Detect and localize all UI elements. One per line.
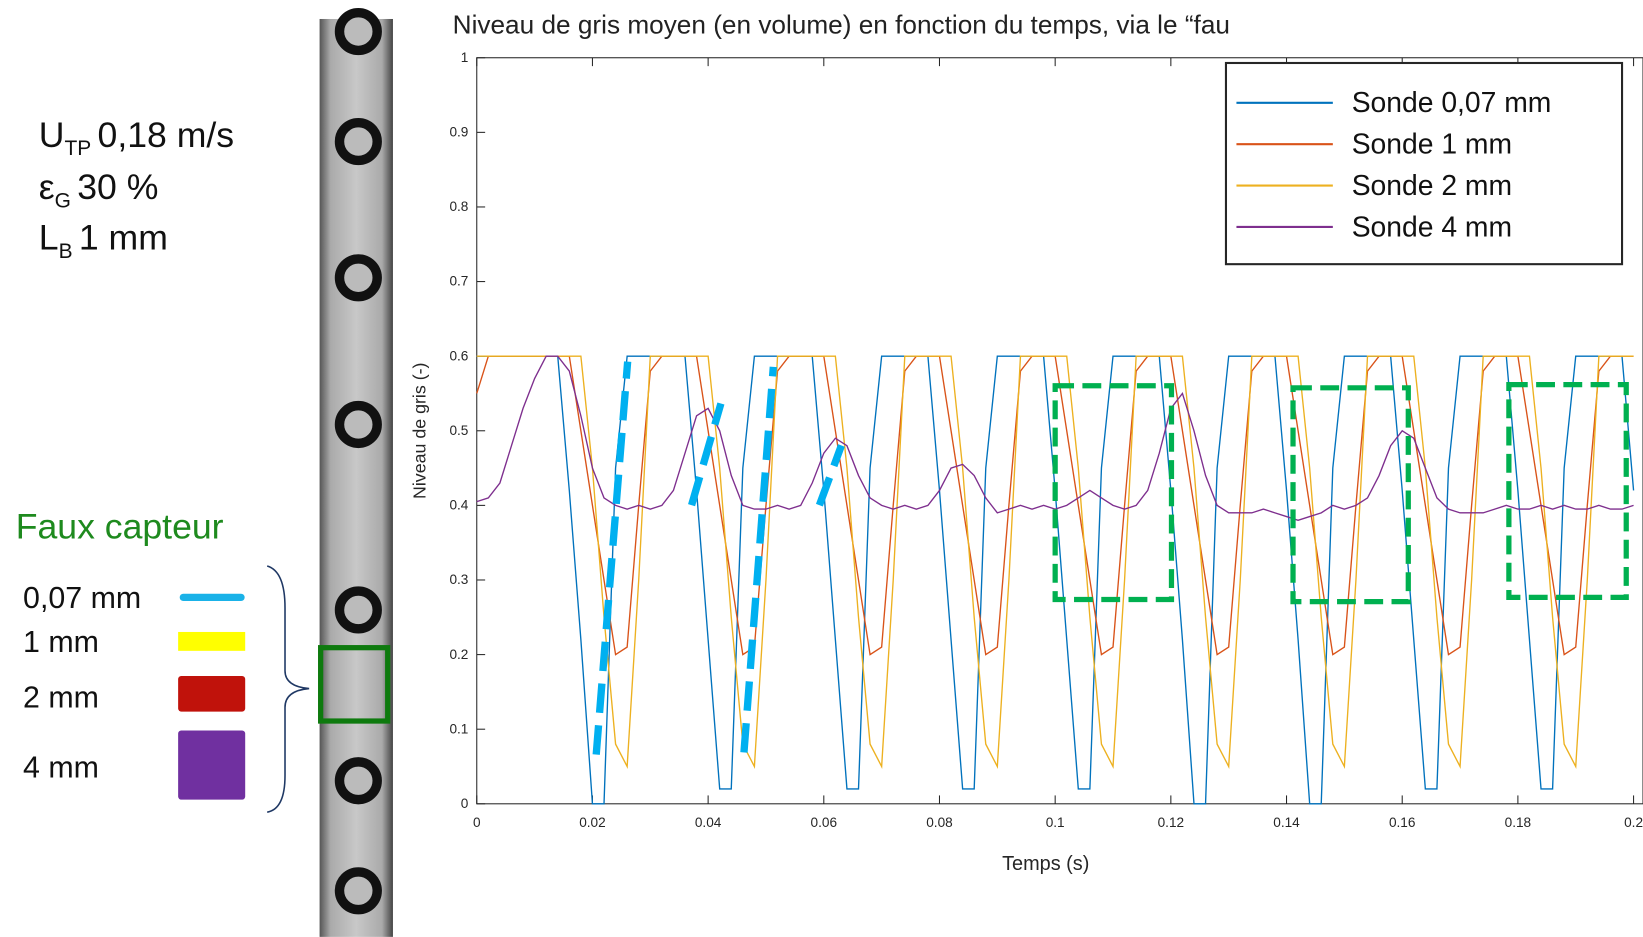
y-tick-label: 0.1	[449, 721, 468, 736]
sensor-item: 0,07 mm	[23, 581, 141, 615]
legend-box	[1224, 61, 1624, 266]
sensor-title: Faux capteur	[16, 507, 224, 547]
x-tick-label: 0.02	[579, 815, 606, 830]
chart-title: Niveau de gris moyen (en volume) en fonc…	[453, 10, 1230, 40]
y-tick-label: 0.9	[449, 125, 468, 140]
sensor-swatch	[178, 675, 246, 712]
y-tick-label: 0.5	[449, 423, 468, 438]
series-line	[476, 355, 1634, 522]
x-axis-label: Temps (s)	[1002, 853, 1089, 875]
sensor-swatch	[178, 730, 246, 800]
brace	[266, 565, 310, 813]
x-tick-label: 0.08	[926, 815, 953, 830]
param: LB 1 mm	[39, 218, 168, 263]
x-tick-label: 0.14	[1273, 815, 1300, 830]
x-tick-label: 0.1	[1046, 815, 1065, 830]
y-tick-label: 0.7	[449, 274, 468, 289]
y-axis-label: Niveau de gris (-)	[409, 363, 429, 499]
parameters: UTP 0,18 m/s εG 30 % LB 1 mm	[39, 115, 234, 263]
y-tick-label: 0.6	[449, 348, 468, 363]
param: εG 30 %	[39, 167, 159, 212]
legend: Sonde 0,07 mm Sonde 1 mm Sonde 2 mm Sonde 4…	[1224, 61, 1624, 266]
legend-label: Sonde 1 mm	[1352, 128, 1512, 160]
sensor-item: 4 mm	[23, 751, 99, 785]
param: UTP 0,18 m/s	[39, 115, 234, 160]
legend-label: Sonde 0,07 mm	[1352, 86, 1552, 118]
sensor-swatch	[178, 631, 246, 651]
y-tick-label: 1	[461, 50, 469, 65]
annotations	[592, 361, 1629, 755]
y-tick-label: 0.2	[449, 647, 468, 662]
x-tick-label: 0.16	[1389, 815, 1416, 830]
x-tick-label: 0.12	[1158, 815, 1184, 830]
bubble-image	[318, 7, 393, 937]
legend-label: Sonde 2 mm	[1352, 169, 1512, 201]
y-tick-label: 0.3	[449, 572, 468, 587]
series-line	[476, 355, 1634, 770]
x-tick-label: 0.06	[811, 815, 838, 830]
x-tick-label: 0.18	[1505, 815, 1532, 830]
x-tick-label: 0.04	[695, 815, 722, 830]
x-tick-label: 0	[473, 815, 481, 830]
y-tick-label: 0.4	[449, 498, 468, 513]
legend-label: Sonde 4 mm	[1352, 210, 1512, 242]
y-tick-label: 0	[461, 796, 469, 811]
sensor-item: 2 mm	[23, 680, 99, 714]
sensor-item: 1 mm	[23, 625, 99, 659]
x-tick-label: 0.2	[1624, 815, 1643, 830]
y-tick-label: 0.8	[449, 199, 468, 214]
